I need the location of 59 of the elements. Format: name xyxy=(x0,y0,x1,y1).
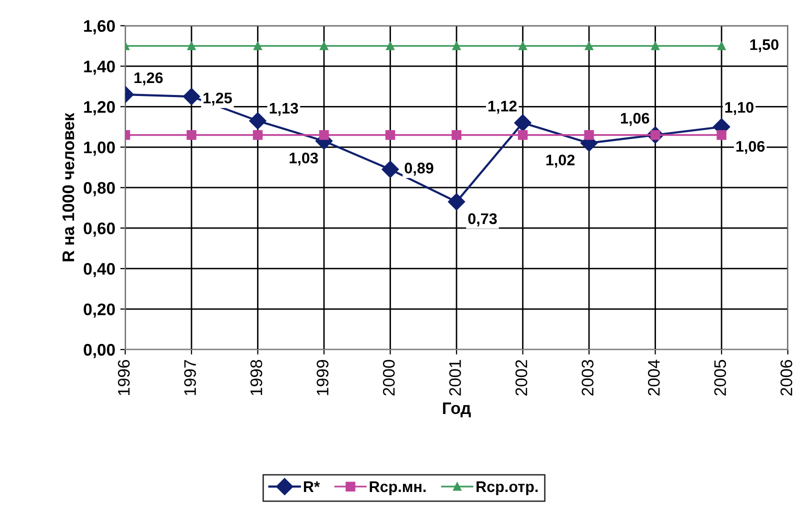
point xyxy=(382,160,399,178)
data-label: 1,02 xyxy=(546,154,575,168)
x-tick-label: 2003 xyxy=(582,360,594,396)
point xyxy=(186,130,196,140)
x-tick-label: 2001 xyxy=(449,360,461,396)
y-tick-label: 1,40 xyxy=(84,60,115,75)
point xyxy=(518,130,528,140)
data-label: 1,25 xyxy=(204,92,232,106)
x-tick-label: 2004 xyxy=(648,360,660,396)
x-tick-label: 1999 xyxy=(316,360,328,396)
y-tick-label: 1,00 xyxy=(84,142,115,156)
point xyxy=(514,114,532,132)
point xyxy=(452,42,461,50)
y-tick-label: 0,40 xyxy=(84,262,115,278)
point xyxy=(252,130,263,140)
y-tick-label: 0,60 xyxy=(84,222,115,237)
x-tick-label: 2002 xyxy=(515,360,528,396)
point xyxy=(254,42,262,50)
point xyxy=(717,42,726,50)
point xyxy=(320,42,328,50)
point xyxy=(452,130,462,140)
point xyxy=(716,130,726,140)
point xyxy=(187,42,196,50)
data-label: 1,03 xyxy=(290,152,318,166)
legend-label: Rср.мн. xyxy=(370,481,426,496)
x-tick-label: 2006 xyxy=(780,360,792,396)
point xyxy=(584,130,594,140)
point xyxy=(584,42,594,50)
y-tick-label: 0,80 xyxy=(84,182,115,196)
x-tick-label: 1998 xyxy=(250,360,262,396)
x-axis-title: Год xyxy=(443,402,471,418)
data-label: 1,10 xyxy=(725,102,754,115)
point xyxy=(249,112,266,130)
data-label: 0,73 xyxy=(468,213,497,226)
data-label: 1,12 xyxy=(488,100,517,114)
point xyxy=(448,193,466,210)
data-label: 1,06 xyxy=(620,112,650,126)
point xyxy=(518,42,527,50)
data-label: 1,13 xyxy=(270,102,298,116)
y-tick-label: 0,00 xyxy=(84,344,115,358)
x-tick-label: 1997 xyxy=(184,360,196,396)
y-tick-label: 1,20 xyxy=(84,101,115,116)
legend-label: Rср.отр. xyxy=(476,481,538,496)
data-label: 1,06 xyxy=(736,140,765,154)
y-tick-label: 1,60 xyxy=(84,20,115,34)
y-tick-label: 0,20 xyxy=(84,303,115,318)
x-tick-label: 2000 xyxy=(382,360,395,396)
data-label: 1,50 xyxy=(750,39,778,52)
y-axis-title: R на 1000 человек xyxy=(62,112,74,262)
data-label: 0,89 xyxy=(404,162,434,176)
legend-label: R* xyxy=(304,481,320,492)
point xyxy=(651,42,660,50)
x-tick-label: 1996 xyxy=(118,360,130,396)
point xyxy=(386,42,394,50)
x-tick-label: 2005 xyxy=(714,360,726,396)
data-label: 1,26 xyxy=(134,72,163,86)
point xyxy=(319,130,329,140)
point xyxy=(182,88,200,106)
point xyxy=(385,130,396,140)
